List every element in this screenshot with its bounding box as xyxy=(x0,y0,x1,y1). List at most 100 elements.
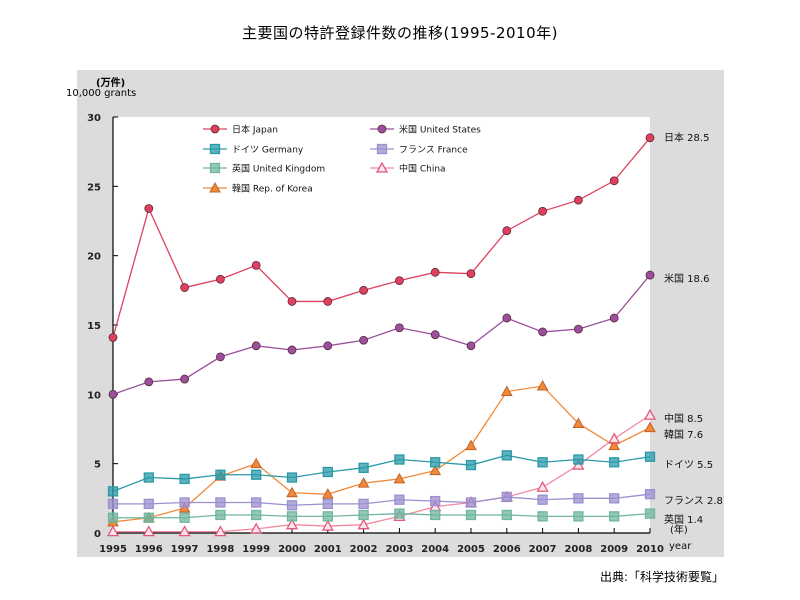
end-label-korea: 韓国 7.6 xyxy=(664,429,703,441)
data-point-france xyxy=(215,497,226,508)
data-point-france xyxy=(537,494,548,505)
x-tick-label: 1998 xyxy=(206,544,234,555)
data-point-korea xyxy=(608,439,621,451)
legend-marker-japan xyxy=(210,124,220,134)
data-point-japan xyxy=(180,283,190,292)
series-line-us xyxy=(112,274,651,395)
data-point-japan xyxy=(574,195,583,205)
data-point-japan xyxy=(502,226,512,236)
data-point-us xyxy=(466,341,476,351)
end-label-us: 米国 18.6 xyxy=(664,272,709,285)
data-point-uk xyxy=(107,512,119,523)
data-point-uk xyxy=(465,509,477,521)
data-point-japan xyxy=(323,297,333,306)
data-point-us xyxy=(144,377,154,387)
legend-label-us: 米国 United States xyxy=(399,124,481,136)
data-point-france xyxy=(251,497,262,508)
y-tick-label: 20 xyxy=(87,252,101,263)
y-tick-label: 0 xyxy=(94,529,101,540)
data-point-germany xyxy=(501,450,512,461)
series-line-korea xyxy=(112,385,651,523)
data-point-germany xyxy=(215,469,226,480)
data-point-us xyxy=(323,341,333,351)
data-point-france xyxy=(322,498,333,510)
y-tick-label: 5 xyxy=(94,460,101,471)
x-tick-label: 2005 xyxy=(457,544,485,555)
data-point-japan xyxy=(466,269,476,279)
series-line-germany xyxy=(112,454,651,493)
data-point-germany xyxy=(251,469,262,480)
data-point-france xyxy=(573,493,584,504)
x-axis-unit-en: year xyxy=(669,541,692,552)
x-tick-label: 2000 xyxy=(278,544,306,555)
data-point-japan xyxy=(359,285,369,295)
data-point-china xyxy=(536,480,549,492)
data-point-germany xyxy=(358,462,369,473)
data-point-germany xyxy=(107,486,119,497)
series-uk xyxy=(107,508,656,523)
legend-label-japan: 日本 Japan xyxy=(232,124,278,136)
data-point-us xyxy=(430,330,440,340)
data-point-france xyxy=(143,498,154,510)
legend-marker-uk xyxy=(209,162,221,174)
legend-label-korea: 韓国 Rep. of Korea xyxy=(232,184,313,195)
data-point-japan xyxy=(538,206,547,216)
data-point-uk xyxy=(358,509,369,521)
chart-title: 主要国の特許登録件数の推移(1995-2010年) xyxy=(242,24,558,42)
x-tick-label: 2010 xyxy=(636,544,664,555)
data-point-germany xyxy=(322,466,333,478)
data-point-germany xyxy=(573,454,584,465)
data-point-china xyxy=(608,432,621,444)
data-point-japan xyxy=(144,204,154,213)
data-point-uk xyxy=(501,509,512,521)
data-point-japan xyxy=(215,274,225,284)
data-point-korea xyxy=(250,457,263,469)
x-tick-label: 2003 xyxy=(385,544,413,555)
data-point-germany xyxy=(179,473,190,485)
legend-item-germany: ドイツ Germany xyxy=(203,143,304,156)
x-axis-unit-ja: (年) xyxy=(670,523,688,536)
data-point-korea xyxy=(536,379,549,391)
data-point-us xyxy=(108,389,118,399)
series-japan xyxy=(108,133,655,342)
data-point-germany xyxy=(286,472,298,483)
series-line-japan xyxy=(112,137,651,338)
x-tick-label: 2001 xyxy=(314,544,342,555)
y-tick-label: 25 xyxy=(87,182,101,193)
data-point-france xyxy=(644,489,656,500)
x-tick-label: 1995 xyxy=(99,544,127,555)
data-point-china xyxy=(106,525,120,537)
data-point-germany xyxy=(394,454,405,465)
end-label-france: フランス 2.8 xyxy=(664,495,723,507)
data-point-korea xyxy=(321,488,334,499)
data-point-korea xyxy=(572,417,585,428)
data-point-us xyxy=(251,341,261,351)
data-point-germany xyxy=(143,472,154,483)
data-point-korea xyxy=(429,464,442,476)
data-point-korea xyxy=(357,477,370,488)
data-point-us xyxy=(609,313,619,323)
legend-item-korea: 韓国 Rep. of Korea xyxy=(203,181,313,195)
data-point-japan xyxy=(251,260,261,270)
x-tick-label: 2008 xyxy=(564,544,592,555)
legend-marker-korea xyxy=(209,181,221,193)
data-point-uk xyxy=(573,511,584,522)
data-point-uk xyxy=(179,512,190,523)
data-point-germany xyxy=(609,457,620,468)
data-point-japan xyxy=(108,333,118,342)
end-label-germany: ドイツ 5.5 xyxy=(664,460,713,471)
legend-label-germany: ドイツ Germany xyxy=(232,146,304,156)
data-point-japan xyxy=(645,133,655,143)
x-tick-label: 1996 xyxy=(135,544,163,555)
legend-marker-china xyxy=(375,161,389,173)
data-point-us xyxy=(180,374,190,384)
data-point-china xyxy=(643,408,657,420)
data-point-korea xyxy=(286,486,298,498)
legend-item-france: フランス France xyxy=(370,143,468,156)
end-label-japan: 日本 28.5 xyxy=(664,131,709,144)
data-point-uk xyxy=(537,511,548,522)
data-point-uk xyxy=(322,511,333,522)
series-china xyxy=(106,408,657,537)
data-point-uk xyxy=(251,509,262,521)
